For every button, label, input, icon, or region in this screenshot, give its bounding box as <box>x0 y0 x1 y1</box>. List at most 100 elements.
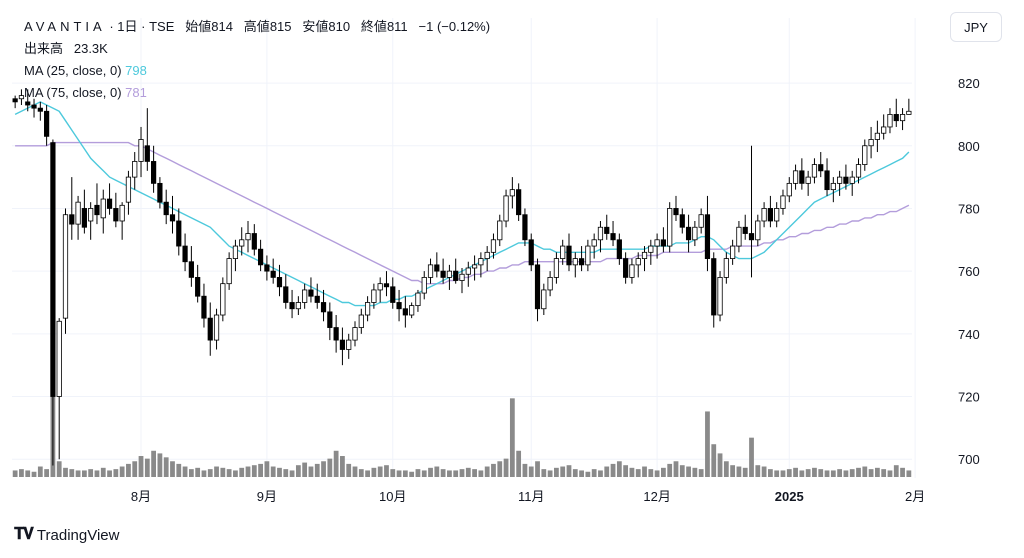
candle-body <box>597 226 604 241</box>
candle-body <box>868 139 874 147</box>
candle-body <box>232 245 239 259</box>
close-value: 811 <box>386 19 408 34</box>
candle-body <box>887 114 893 128</box>
legend-ma25-row[interactable]: MA (25, close, 0) 798 <box>24 60 490 82</box>
volume-bar <box>793 467 798 477</box>
candle-body <box>704 214 711 259</box>
volume-bar <box>94 470 100 477</box>
volume-bar <box>459 469 465 477</box>
volume-bar <box>591 469 597 477</box>
volume-value: 23.3K <box>73 41 108 56</box>
ma75-label: MA (75, close, 0) <box>24 85 122 100</box>
candle-body <box>799 170 805 184</box>
candle-body <box>119 204 125 222</box>
candle-body <box>333 327 339 341</box>
interval[interactable]: 1日 <box>117 19 138 34</box>
candle-body <box>818 164 824 172</box>
volume-bar <box>264 461 270 477</box>
volume-bar <box>843 470 849 477</box>
currency-button[interactable]: JPY <box>950 12 1002 42</box>
volume-bar <box>749 437 754 477</box>
grid-lines <box>12 18 916 478</box>
volume-bar <box>723 461 729 477</box>
time-tick-label: 2月 <box>905 489 925 504</box>
candle-body <box>767 208 773 222</box>
candle-body <box>591 239 597 247</box>
candle-body <box>113 208 119 222</box>
candle-body <box>383 283 390 288</box>
volume-bar <box>491 463 496 477</box>
candle-body <box>881 126 887 134</box>
volume-bar <box>755 465 761 477</box>
volume-bar <box>830 470 836 477</box>
candle-body <box>465 267 471 275</box>
volume-bar <box>100 467 106 477</box>
volume-bar <box>522 463 528 477</box>
volume-bar <box>163 457 169 477</box>
candle-body <box>81 208 87 228</box>
candle-body <box>811 164 818 178</box>
volume-bar <box>497 461 503 477</box>
candle-body <box>195 277 201 297</box>
candle-body <box>12 98 18 103</box>
candle-body <box>88 208 94 222</box>
volume-bar <box>88 469 94 477</box>
volume-bar <box>327 458 333 477</box>
volume-bar <box>283 469 289 477</box>
candle-body <box>553 258 560 278</box>
candle-body <box>566 245 572 266</box>
volume-bar <box>44 469 50 477</box>
legend-volume-row[interactable]: 出来高 23.3K <box>24 38 490 60</box>
candle-body <box>484 251 490 259</box>
candle-body <box>830 182 836 191</box>
candle-body <box>843 176 849 184</box>
legend-ohlc-row: AVANTIA · 1日 · TSE 始値814 高値815 安値810 終値8… <box>24 19 491 34</box>
volume-bar <box>365 470 370 477</box>
candle-body <box>528 239 534 266</box>
volume-bar <box>541 469 547 477</box>
volume-bar <box>151 450 156 477</box>
volume-bar <box>661 467 666 477</box>
low-label: 安値 <box>302 19 329 34</box>
volume-bar <box>390 469 396 477</box>
volume-bar <box>849 469 855 477</box>
candle-body <box>18 95 25 100</box>
price-tick-label: 780 <box>958 201 980 216</box>
volume-bar <box>692 467 698 477</box>
volume-bar <box>182 466 188 477</box>
candle-body <box>497 220 503 241</box>
volume-bar <box>503 458 509 477</box>
candle-body <box>75 201 81 225</box>
tradingview-brand[interactable]: 𝐓𝐕 TradingView <box>14 526 119 544</box>
candle-body <box>660 239 667 247</box>
time-axis: 8月9月10月11月12月20252月3月4月5月6月7月 <box>131 489 925 504</box>
candle-body <box>327 311 333 328</box>
candle-body <box>100 198 106 219</box>
volume-bar <box>837 469 843 477</box>
symbol-name[interactable]: AVANTIA <box>24 19 106 34</box>
candle-body <box>572 258 578 266</box>
volume-bar <box>862 466 868 477</box>
high-label: 高値 <box>243 19 270 34</box>
volume-bar <box>25 470 31 477</box>
volume-bar <box>421 470 427 477</box>
volume-bar <box>629 467 635 477</box>
volume-bar <box>340 456 345 477</box>
volume-bar <box>761 466 767 477</box>
volume-bar <box>277 467 282 477</box>
volume-bar <box>37 466 43 477</box>
volume-bar <box>856 467 861 477</box>
legend-ma75-row[interactable]: MA (75, close, 0) 781 <box>24 82 490 104</box>
volume-bar <box>314 463 320 477</box>
candle-body <box>471 264 478 269</box>
volume-bar <box>667 463 673 477</box>
candle-body <box>780 195 786 209</box>
volume-bar <box>207 469 213 477</box>
candle-body <box>761 208 767 222</box>
volume-bar <box>623 465 629 477</box>
candle-body <box>270 270 276 278</box>
volume-bar <box>384 465 389 477</box>
candle-body <box>692 226 698 241</box>
candle-body <box>604 226 610 234</box>
